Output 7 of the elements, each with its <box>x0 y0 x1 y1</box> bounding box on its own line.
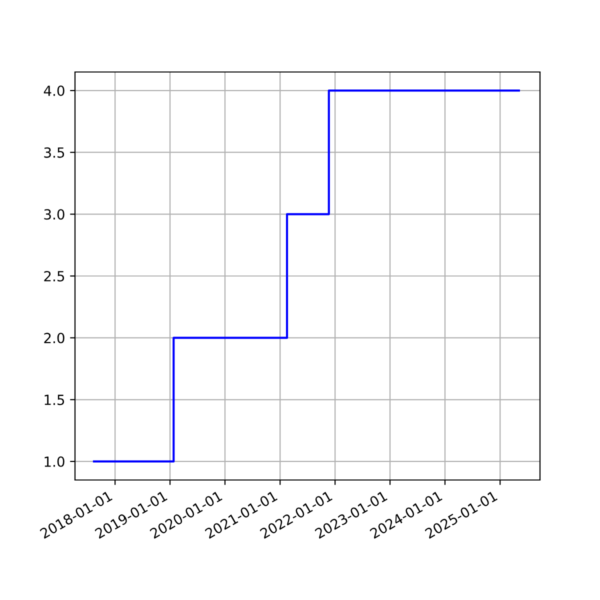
y-tick-label: 3.5 <box>44 147 64 158</box>
y-tick-label: 1.5 <box>44 394 64 406</box>
y-tick-label: 2.5 <box>44 270 64 282</box>
y-tick-label: 4.0 <box>44 86 64 96</box>
y-tick-label: 3.0 <box>44 209 64 220</box>
y-tick-label: 1.0 <box>44 456 64 467</box>
y-tick-label: 2.0 <box>44 332 64 344</box>
